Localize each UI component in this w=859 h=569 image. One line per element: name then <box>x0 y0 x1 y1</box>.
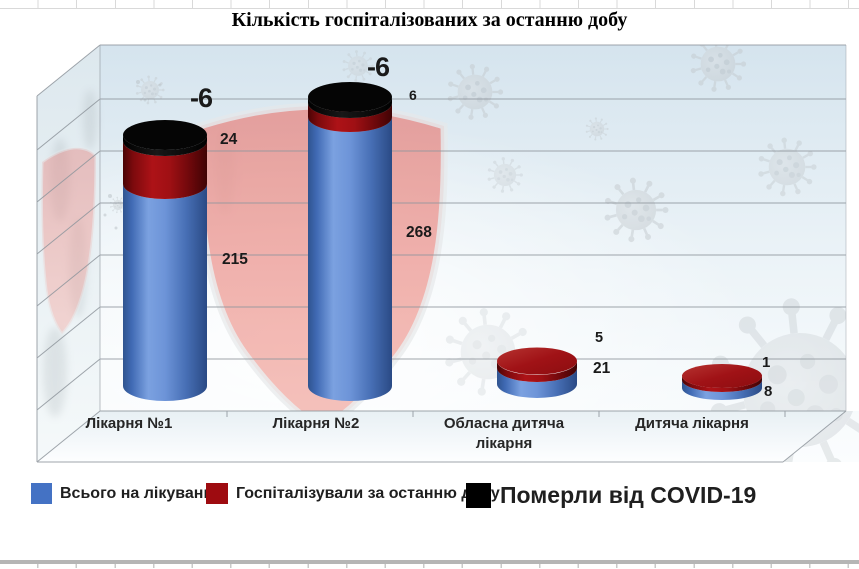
chart-title: Кількість госпіталізованих за останню до… <box>231 9 628 31</box>
spreadsheet-row-bottom <box>0 560 859 564</box>
legend-label-deaths: Померли від COVID-19 <box>500 482 757 508</box>
legend-swatch-red <box>206 483 228 504</box>
value-label-bar4-total: 8 <box>764 383 773 400</box>
legend-item-total: Всього на лікуванні <box>31 483 218 504</box>
legend-label-total: Всього на лікуванні <box>60 484 218 502</box>
bars <box>123 82 762 401</box>
legend-swatch-black <box>466 483 491 508</box>
category-label-4: Дитяча лікарня <box>635 415 749 432</box>
shield-watermark-small <box>39 146 98 337</box>
bar-oblasna-dytyacha <box>497 347 577 398</box>
value-label-bar3-total: 21 <box>593 360 611 377</box>
spreadsheet-row-bottom-ticks <box>0 564 859 568</box>
spreadsheet-row-top <box>0 0 859 9</box>
value-label-bar4-admitted: 1 <box>762 354 771 371</box>
legend-item-deaths: Померли від COVID-19 <box>466 482 756 509</box>
value-label-bar2-total: 268 <box>406 224 432 241</box>
bar-dytyacha <box>682 364 762 400</box>
legend-label-admitted: Госпіталізували за останню добу <box>236 484 500 502</box>
legend: Всього на лікуванні Госпіталізували за о… <box>0 476 859 516</box>
value-label-bar3-admitted: 5 <box>595 330 604 346</box>
category-label-2: Лікарня №2 <box>272 415 360 432</box>
value-label-bar1-admitted: 24 <box>220 131 238 148</box>
value-label-bar1-total: 215 <box>222 251 248 268</box>
bar-likarnya-2 <box>308 82 392 401</box>
value-label-bar2-deaths: -6 <box>367 52 390 82</box>
gridlines <box>36 44 847 463</box>
category-label-3: Обласна дитяча лікарня <box>443 415 565 452</box>
legend-item-admitted: Госпіталізували за останню добу <box>206 483 500 504</box>
category-axis-ticks <box>226 411 786 417</box>
value-label-bar1-deaths: -6 <box>190 83 213 113</box>
category-label-1: Лікарня №1 <box>85 415 173 432</box>
chart-floor <box>37 411 846 462</box>
value-label-bar2-admitted: 6 <box>409 87 417 103</box>
bar-likarnya-1 <box>123 120 207 401</box>
legend-swatch-blue <box>31 483 52 504</box>
